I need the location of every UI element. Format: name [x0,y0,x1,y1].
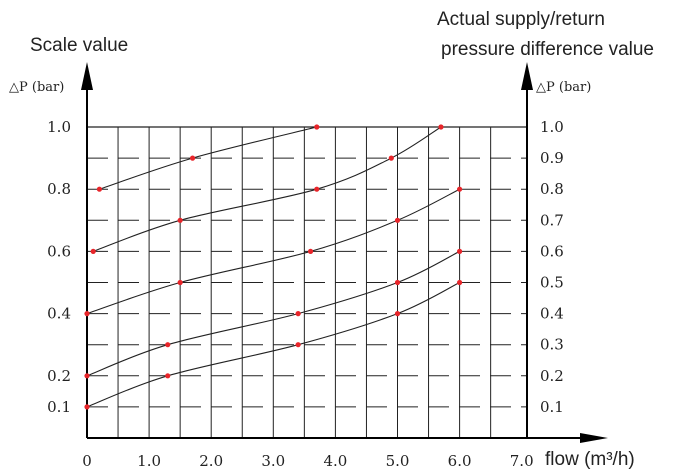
right-axis-title-line1: Actual supply/return [437,9,605,30]
data-point [177,279,183,286]
data-point [165,342,171,348]
x-tick-label: 2.0 [199,452,223,470]
data-point [90,248,96,254]
right-tick-label: 0.4 [540,305,564,323]
x-tick-label: 0 [82,452,92,470]
x-tick-label: 7.0 [510,452,534,470]
x-tick-label: 6.0 [448,452,472,470]
data-point [84,311,90,317]
right-axis-arrow [521,62,533,90]
data-point [394,311,401,317]
x-tick-label: 3.0 [261,452,285,470]
right-tick-label: 0.1 [540,398,564,416]
data-point [96,186,103,192]
right-tick-label: 1.0 [540,118,564,136]
left-tick-label: 0.8 [47,180,71,198]
left-tick-label: 0.4 [47,305,71,323]
left-axis-title: Scale value [30,35,129,56]
data-point [457,279,463,286]
x-tick-label: 5.0 [386,452,410,470]
chart-axes [81,62,608,443]
right-tick-label: 0.2 [540,367,564,385]
left-tick-label: 1.0 [47,118,71,136]
x-axis-arrow [580,433,608,443]
right-tick-label: 0.7 [540,211,564,229]
data-point [84,373,90,379]
x-tick-label: 1.0 [137,452,161,470]
left-axis-unit-label: △P (bar) [9,80,65,95]
x-tick-label: 4.0 [323,452,347,470]
data-point [457,186,463,192]
chart-markers [84,124,463,410]
left-tick-label: 0.1 [47,398,71,416]
data-point [177,217,183,223]
right-tick-label: 0.5 [540,274,564,292]
data-point [457,248,463,254]
data-point [165,373,171,379]
chart-tick-labels: 0 1.0 2.0 3.0 4.0 5.0 6.0 7.0 0.1 0.2 0.4 0.6 0.8 1.0… [47,118,564,470]
right-tick-label: 0.6 [540,242,564,260]
right-axis-unit-label: △P (bar) [536,80,592,95]
x-axis-title: flow (m³/h) [545,449,635,470]
data-point [314,124,320,130]
right-tick-label: 0.8 [540,180,564,198]
series-line-3 [86,188,460,315]
right-tick-label: 0.3 [540,336,564,354]
data-point [307,248,314,254]
data-point [314,186,320,192]
data-point [394,279,401,286]
data-point [295,311,301,317]
right-tick-label: 0.9 [540,149,564,167]
data-point [388,155,394,161]
data-point [84,404,90,410]
left-tick-label: 0.6 [47,242,71,260]
series-line-4 [93,126,442,252]
data-point [295,342,301,348]
data-point [394,217,401,223]
data-point [438,124,444,130]
right-axis-title-line2: pressure difference value [441,39,654,60]
data-point [189,155,196,161]
left-axis-arrow [81,62,93,90]
left-tick-label: 0.2 [47,367,71,385]
